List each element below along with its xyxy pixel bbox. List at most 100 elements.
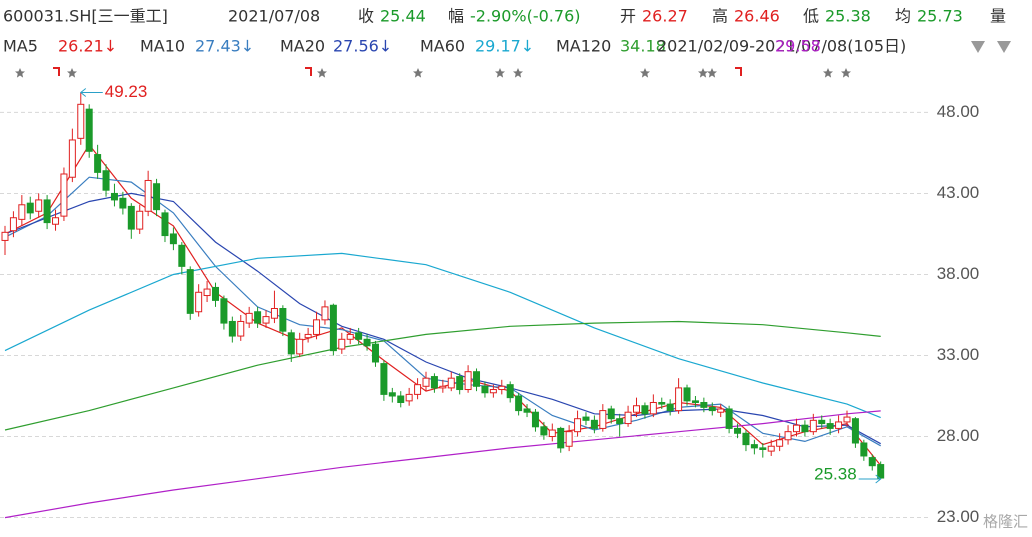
candle	[127, 203, 135, 239]
candle-body	[178, 244, 186, 267]
candle	[329, 303, 337, 356]
candle-body	[388, 392, 396, 397]
candle	[136, 204, 144, 234]
candle	[649, 394, 657, 418]
candle	[270, 290, 278, 324]
candle-body	[843, 416, 851, 423]
candle-body	[313, 319, 321, 335]
candle	[767, 439, 775, 456]
annotation-label: 49.23	[105, 82, 148, 101]
dropdown-icon[interactable]	[971, 41, 985, 53]
candle-body	[136, 210, 144, 230]
candle	[212, 282, 219, 307]
candle-body	[700, 401, 708, 408]
candle-body	[641, 405, 649, 415]
candle	[851, 417, 859, 448]
candle	[792, 418, 800, 437]
header-text: 25.73	[917, 7, 963, 26]
indicator-text: 29.58	[775, 37, 821, 56]
candle-body	[405, 393, 413, 402]
candle-body	[85, 108, 93, 152]
candle	[338, 332, 346, 354]
header-text: 25.44	[380, 7, 426, 26]
candle-body	[60, 173, 68, 217]
candle	[430, 373, 438, 393]
ma-line	[4, 252, 881, 419]
candle	[531, 408, 539, 432]
watermark: 格隆汇	[983, 513, 1028, 531]
candle	[262, 310, 270, 328]
candle	[616, 413, 624, 437]
candle-body	[169, 233, 177, 245]
header-text: 收	[358, 7, 374, 26]
candle-body	[254, 311, 262, 324]
candle-body	[574, 418, 582, 433]
header-text: -2.90%(-0.76)	[470, 7, 580, 26]
candle	[776, 433, 784, 452]
candle-body	[481, 385, 489, 394]
candle	[296, 332, 304, 358]
candle-body	[144, 179, 152, 212]
candle	[346, 327, 354, 345]
candle	[801, 420, 809, 437]
indicator-text: MA10	[140, 37, 185, 56]
candle	[666, 399, 674, 416]
candle-body	[456, 376, 464, 391]
candle	[355, 327, 363, 345]
candle-body	[649, 401, 657, 415]
candle	[860, 439, 868, 461]
candle	[809, 413, 817, 435]
candle	[439, 379, 447, 393]
candle-body	[784, 431, 792, 441]
candle	[380, 360, 388, 401]
y-tick-label: 28.00	[937, 426, 980, 445]
indicator-text: 2021/02/09-2021/07/08(105日)	[657, 37, 906, 56]
candle-body	[590, 419, 598, 429]
candle-body	[877, 464, 885, 479]
header-icons[interactable]	[971, 41, 1011, 53]
candle-body	[557, 427, 565, 449]
candle	[9, 211, 17, 238]
candle	[473, 368, 481, 392]
candle-body	[68, 139, 76, 178]
candle	[161, 209, 169, 243]
header-text: 幅	[448, 7, 464, 26]
header-text: 低	[803, 7, 819, 26]
candle-body	[616, 418, 624, 425]
candle	[447, 371, 455, 392]
candle	[371, 340, 379, 367]
annotation-arrow	[79, 88, 87, 97]
candle	[818, 415, 826, 429]
candle-body	[868, 457, 876, 467]
candle-body	[607, 408, 615, 420]
candle-body	[18, 204, 26, 220]
candle	[658, 397, 666, 409]
indicator-text: MA20	[280, 37, 325, 56]
candle	[565, 425, 573, 452]
candle-body	[304, 333, 312, 339]
indicator-text: MA5	[3, 37, 38, 56]
candle-body	[296, 338, 304, 355]
candle	[237, 314, 245, 341]
candle	[85, 104, 93, 158]
candle-body	[228, 320, 236, 337]
candle-body	[346, 333, 354, 340]
candle	[835, 415, 843, 434]
candle-body	[742, 432, 750, 446]
indicator-text: 27.43↓	[195, 37, 254, 56]
candle-body	[473, 371, 481, 387]
dropdown-icon[interactable]	[997, 41, 1011, 53]
candle	[388, 387, 396, 403]
candle	[169, 227, 177, 251]
candle-body	[523, 408, 531, 413]
candle	[414, 378, 422, 400]
candle-body	[506, 384, 514, 399]
candle	[178, 242, 186, 275]
candle	[574, 410, 582, 437]
candle	[590, 415, 598, 434]
indicator-text: 26.21↓	[58, 37, 117, 56]
candle-body	[380, 363, 388, 395]
candle	[624, 405, 632, 427]
